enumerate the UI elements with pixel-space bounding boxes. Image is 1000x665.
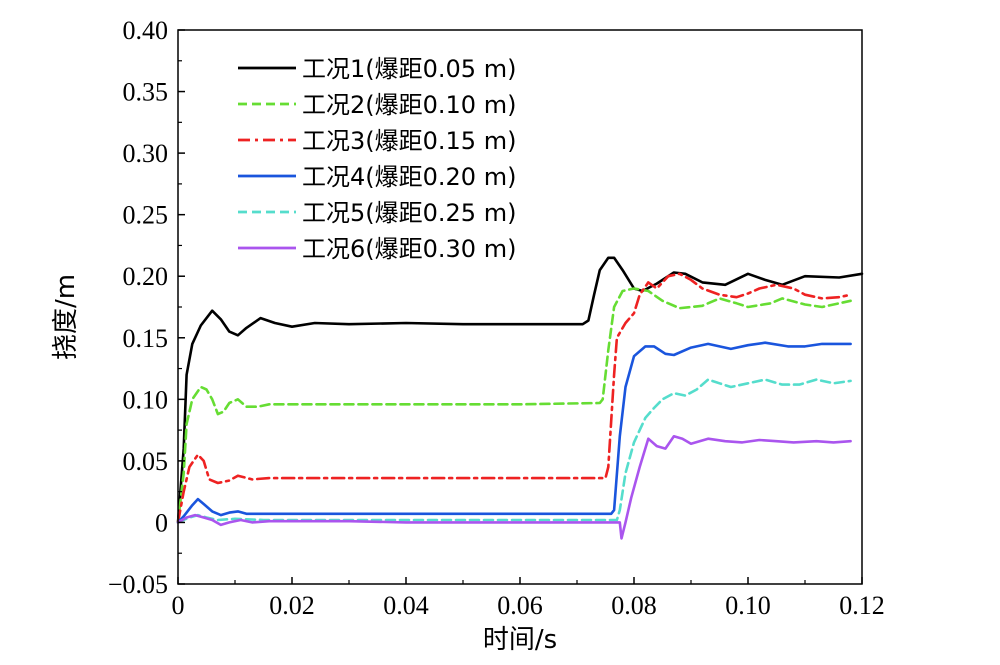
y-tick-label: 0.25 <box>123 201 169 230</box>
y-tick-label: 0.35 <box>123 78 169 107</box>
y-tick-label: 0.05 <box>123 447 169 476</box>
legend-label-3: 工况3(爆距0.15 m) <box>302 127 516 155</box>
legend-label-5: 工况5(爆距0.25 m) <box>302 199 516 227</box>
series-line-5 <box>176 378 852 524</box>
y-tick-label: 0.10 <box>123 385 169 414</box>
y-tick-label: −0.05 <box>108 570 168 599</box>
y-tick-label: 0.15 <box>123 324 169 353</box>
x-tick-label: 0.10 <box>725 591 771 620</box>
series-line-4 <box>176 341 852 524</box>
x-tick-label: 0.08 <box>611 591 657 620</box>
series-line-1 <box>176 256 864 524</box>
legend: 工况1(爆距0.05 m) 工况2(爆距0.10 m) 工况3(爆距0.15 m) 工… <box>238 55 516 263</box>
legend-label-4: 工况4(爆距0.20 m) <box>302 163 516 191</box>
series-line-3 <box>176 272 852 524</box>
series-layer <box>176 256 864 540</box>
x-tick-label: 0.04 <box>383 591 429 620</box>
ticks-layer: 0 0.02 0.04 0.06 0.08 0.10 0.12−0.0500.050.100… <box>108 16 885 620</box>
y-tick-label: 0.20 <box>123 262 169 291</box>
y-tick-label: 0.40 <box>123 16 169 45</box>
series-line-2 <box>176 287 852 524</box>
x-tick-label: 0.12 <box>839 591 885 620</box>
x-axis-label: 时间/s <box>483 625 557 655</box>
y-tick-label: 0 <box>155 508 168 537</box>
plot-frame <box>177 29 863 585</box>
legend-label-6: 工况6(爆距0.30 m) <box>302 235 516 263</box>
x-tick-label: 0 <box>172 591 185 620</box>
x-tick-label: 0.02 <box>269 591 315 620</box>
legend-label-2: 工况2(爆距0.10 m) <box>302 91 516 119</box>
series-line-6 <box>176 435 852 540</box>
y-axis-label: 挠度/m <box>51 274 81 360</box>
x-tick-label: 0.06 <box>497 591 543 620</box>
legend-label-1: 工况1(爆距0.05 m) <box>302 55 516 83</box>
y-tick-label: 0.30 <box>123 139 169 168</box>
